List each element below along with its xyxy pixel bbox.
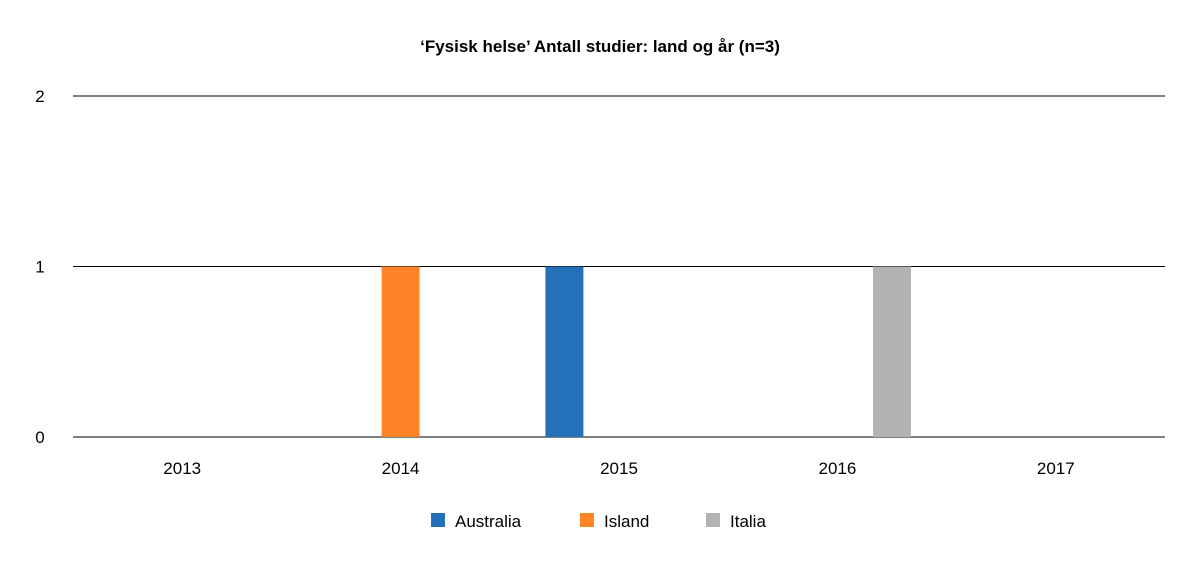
y-tick-label: 0 [35,428,44,447]
bar-island-2014 [381,266,420,437]
legend-label: Italia [730,512,766,531]
legend: Australia Island Italia [431,512,766,531]
gridlines [73,95,1165,438]
x-tick-label: 2014 [382,459,420,478]
bars [381,266,911,437]
chart-title: ‘Fysisk helse’ Antall studier: land og å… [420,37,780,56]
legend-swatch-italia [706,513,720,527]
legend-swatch-island [580,513,594,527]
bar-australia-2015 [545,266,584,437]
y-tick-label: 2 [35,87,44,106]
bar-italia-2016 [873,266,911,437]
legend-label: Australia [455,512,522,531]
x-axis-tick-labels: 2013 2014 2015 2016 2017 [163,459,1074,478]
legend-swatch-australia [431,513,445,527]
y-tick-label: 1 [35,258,44,277]
x-tick-label: 2017 [1037,459,1075,478]
x-tick-label: 2013 [163,459,201,478]
y-axis-tick-labels: 0 1 2 [35,87,44,447]
x-tick-label: 2015 [600,459,638,478]
x-tick-label: 2016 [818,459,856,478]
legend-label: Island [604,512,649,531]
